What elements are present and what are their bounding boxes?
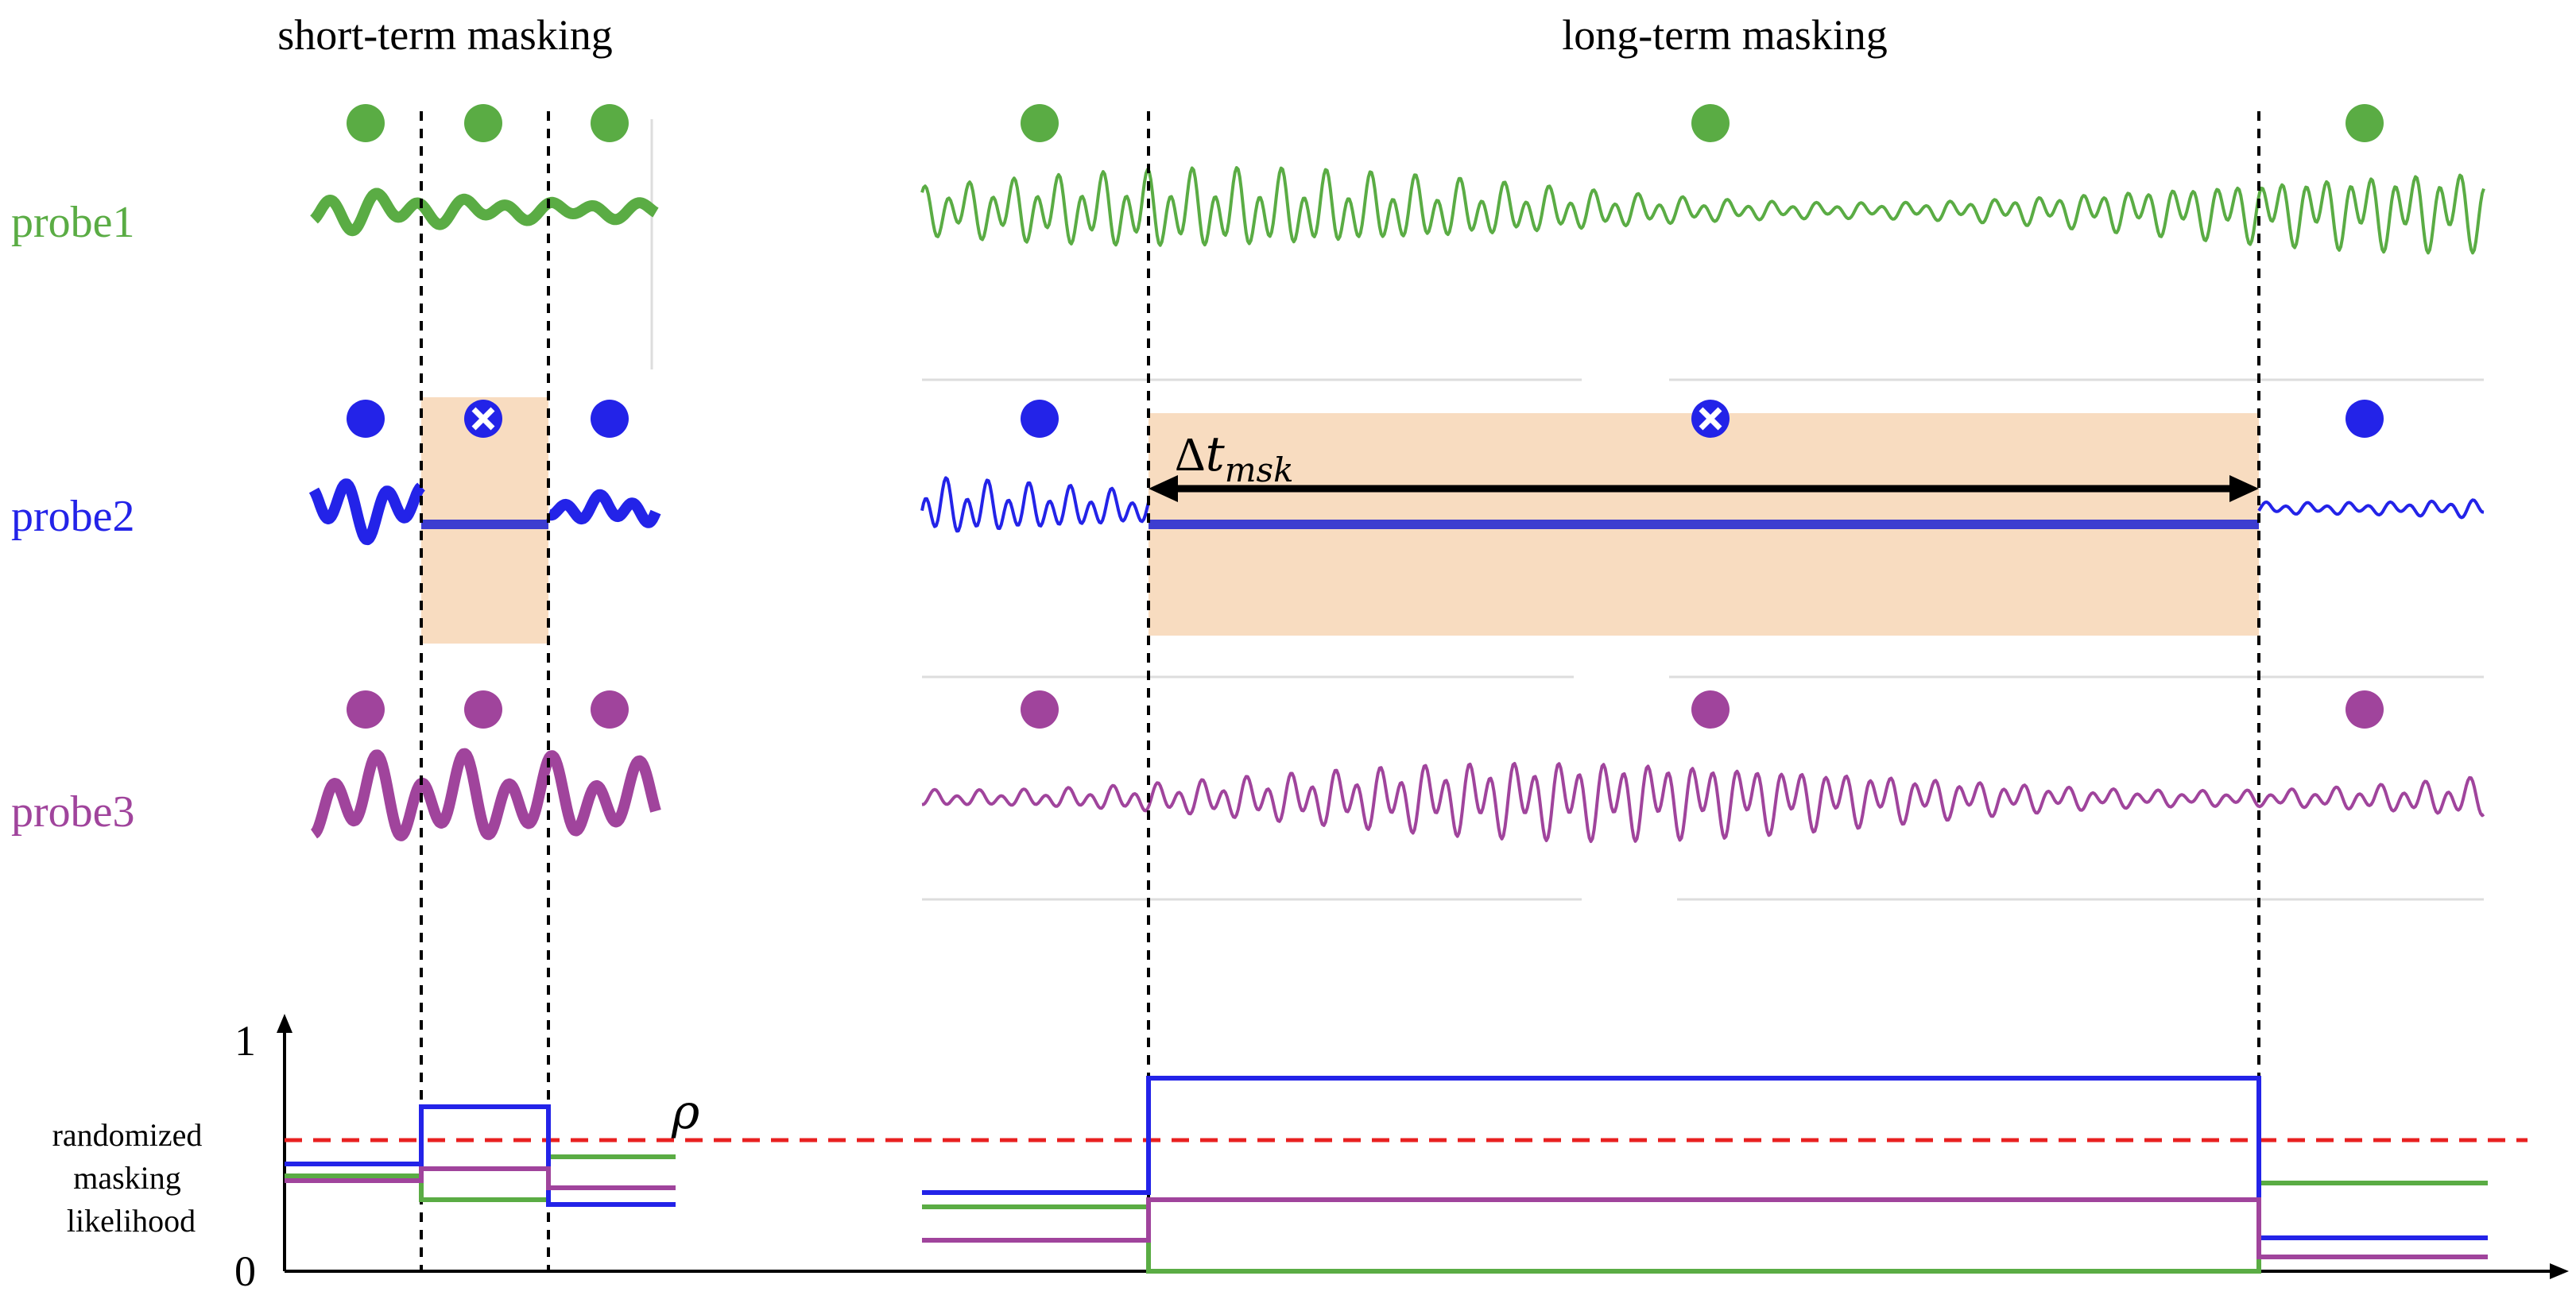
probe3-dot <box>2346 690 2384 729</box>
probe1-dot <box>2346 104 2384 142</box>
probe3-long-wave <box>921 762 2485 843</box>
probe3-dot <box>1691 690 1730 729</box>
probe3-dot <box>464 690 502 729</box>
probe1-dot <box>591 104 629 142</box>
probe1-long-wave <box>920 166 2485 255</box>
waveforms <box>308 166 2485 843</box>
long-term-probe2-likelihood-step <box>922 1076 2488 1240</box>
probe2-dot <box>591 400 629 438</box>
probe1-short-wave <box>310 188 660 237</box>
y-axis-max-label: 1 <box>234 1017 256 1065</box>
probe2-dot <box>347 400 385 438</box>
probe1-label: probe1 <box>11 198 135 247</box>
short-term-probe1-likelihood-step <box>285 1154 676 1202</box>
probe3-short-wave <box>310 748 661 841</box>
probe2-dot <box>1021 400 1059 438</box>
probe3-dot <box>591 690 629 729</box>
probe2-short-wave-1 <box>308 478 425 546</box>
probe3-label: probe3 <box>11 787 135 837</box>
long-term-probe3-likelihood-step <box>922 1197 2488 1259</box>
masked-x-icon <box>1699 407 1722 431</box>
short-term-probe2-likelihood-step <box>285 1104 676 1207</box>
long-term-probe1-likelihood-step <box>922 1181 2488 1274</box>
row-separators <box>650 119 2484 901</box>
probe2-long-wave-1 <box>920 476 1150 533</box>
probe2-short-wave-3 <box>544 489 661 528</box>
y-axis-label: randomized masking likelihood <box>52 1117 211 1239</box>
delta-t-msk-label: Δtmsk <box>1175 427 1294 489</box>
probe3-dot <box>347 690 385 729</box>
probe2-dot <box>2346 400 2384 438</box>
probe1-dot <box>347 104 385 142</box>
probe3-dot <box>1021 690 1059 729</box>
probe1-dot <box>1691 104 1730 142</box>
probe2-label: probe2 <box>11 492 135 541</box>
short-term-probe3-likelihood-step <box>285 1166 676 1190</box>
long-term-title: long-term masking <box>1562 11 1887 59</box>
likelihood-steps <box>285 1076 2488 1274</box>
probe-dots <box>347 104 2384 729</box>
short-term-title: short-term masking <box>277 11 612 59</box>
y-axis-min-label: 0 <box>234 1247 256 1295</box>
likelihood-axes <box>277 1014 2569 1279</box>
probe1-dot <box>1021 104 1059 142</box>
masked-x-icon <box>471 407 495 431</box>
rho-label: ρ <box>671 1085 699 1140</box>
probe1-dot <box>464 104 502 142</box>
probe2-long-wave-3 <box>2257 498 2485 520</box>
delta-t-arrow <box>1149 475 2259 502</box>
